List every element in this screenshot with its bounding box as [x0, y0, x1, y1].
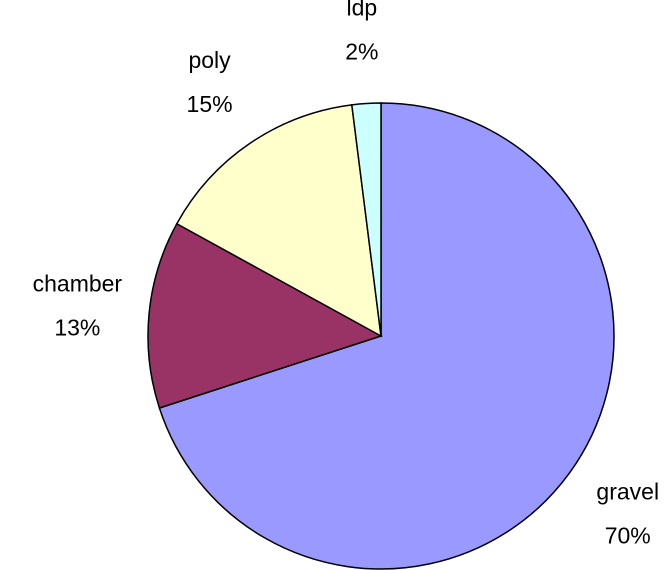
slice-value: 2% [345, 39, 378, 65]
pie-slice [147, 222, 383, 409]
slice-value: 15% [187, 91, 233, 117]
slice-name: chamber [33, 270, 123, 296]
pie-slice [350, 102, 382, 337]
pie-slice [158, 102, 615, 570]
slice-name: poly [188, 47, 231, 73]
slice-name: gravel [596, 478, 659, 504]
slice-name: ldp [346, 0, 377, 21]
pie-slice [175, 103, 382, 338]
slice-value: 70% [605, 522, 651, 548]
slice-value: 13% [54, 314, 100, 340]
